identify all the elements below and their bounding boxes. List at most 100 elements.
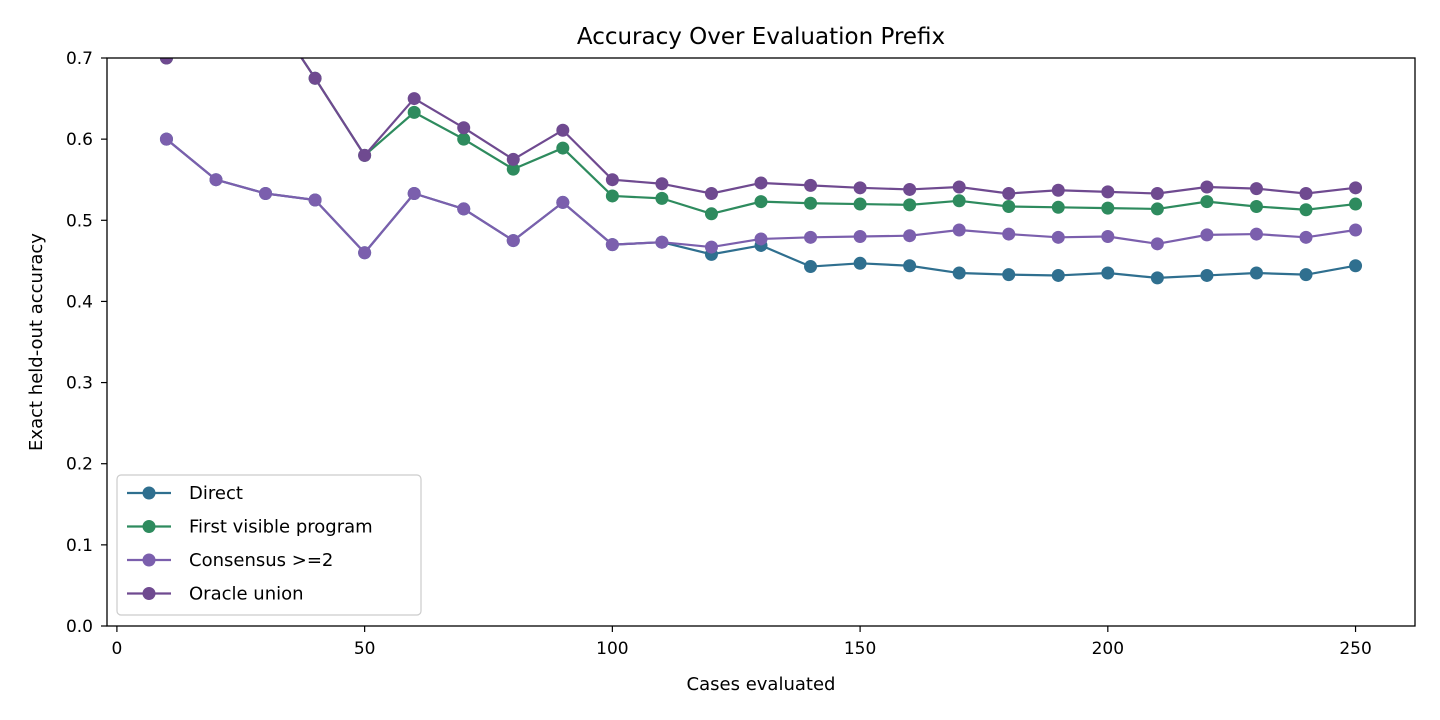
data-point (605, 238, 619, 252)
data-point (259, 187, 273, 201)
y-tick-label: 0.5 (66, 211, 93, 231)
data-point (1150, 187, 1164, 201)
data-point (605, 173, 619, 187)
y-tick-label: 0.1 (66, 536, 93, 556)
data-point (407, 92, 421, 106)
x-tick-label: 50 (354, 639, 376, 659)
data-point (853, 181, 867, 195)
legend-box (116, 474, 422, 616)
data-point (1002, 268, 1016, 282)
data-point (1200, 180, 1214, 194)
series-oracle-union (159, 0, 1363, 201)
data-point (952, 223, 966, 237)
data-point (754, 232, 768, 246)
data-point (655, 235, 669, 249)
legend-item: Direct (127, 483, 243, 504)
data-point (259, 0, 272, 10)
data-point (1299, 230, 1313, 244)
data-point (457, 121, 471, 135)
series-line-direct (165, 138, 1356, 279)
data-point (853, 256, 867, 270)
data-point (1051, 183, 1065, 197)
data-point (754, 195, 768, 209)
x-axis-title: Cases evaluated (687, 674, 836, 695)
data-point (1299, 187, 1313, 201)
data-point (952, 194, 966, 208)
data-point (1101, 201, 1115, 215)
x-tick-label: 100 (596, 639, 628, 659)
data-point (754, 176, 768, 190)
legend-item: First visible program (127, 517, 373, 538)
x-tick-label: 200 (1092, 639, 1124, 659)
data-point (1002, 227, 1016, 241)
data-point (1349, 181, 1363, 195)
data-point (556, 141, 570, 155)
data-point (556, 123, 570, 137)
data-point (952, 180, 966, 194)
series-consensus-2 (159, 132, 1363, 260)
data-point (1349, 197, 1363, 211)
data-point (1249, 227, 1263, 241)
data-point (1200, 228, 1214, 242)
legend-label: Consensus >=2 (189, 550, 333, 571)
data-point (1051, 230, 1065, 244)
x-tick-label: 150 (844, 639, 876, 659)
legend-item: Oracle union (127, 584, 304, 605)
data-point (506, 162, 520, 176)
data-point (853, 230, 867, 244)
data-point (704, 207, 718, 221)
data-point (556, 195, 570, 209)
data-point (457, 202, 471, 216)
y-tick-label: 0.4 (66, 292, 93, 312)
data-point (457, 132, 471, 146)
legend-marker (142, 587, 156, 600)
data-point (308, 71, 322, 85)
y-tick-label: 0.3 (66, 374, 93, 394)
data-point (655, 177, 669, 191)
data-point (1200, 268, 1214, 282)
data-point (1150, 271, 1164, 285)
series-layer (159, 0, 1363, 285)
data-point (308, 193, 322, 207)
data-point (1249, 199, 1263, 213)
y-tick-label: 0.0 (66, 617, 93, 637)
data-point (1051, 268, 1065, 282)
y-tick-label: 0.2 (66, 455, 93, 475)
data-point (1249, 182, 1263, 196)
y-axis-title: Exact held-out accuracy (26, 233, 47, 451)
legend-label: Direct (189, 483, 243, 504)
series-direct (159, 132, 1363, 285)
data-point (1101, 230, 1115, 244)
data-point (804, 260, 818, 274)
legend-marker (142, 553, 156, 567)
data-point (605, 189, 619, 203)
data-point (655, 191, 669, 205)
chart-title: Accuracy Over Evaluation Prefix (577, 24, 945, 50)
plot-frame (106, 57, 1416, 627)
data-point (952, 266, 966, 280)
data-point (1101, 185, 1115, 199)
data-point (903, 198, 917, 212)
data-point (903, 259, 917, 273)
data-point (407, 105, 421, 119)
legend-marker (142, 520, 156, 533)
data-point (704, 240, 718, 254)
data-point (853, 197, 867, 211)
data-point (209, 173, 223, 187)
legend-label: Oracle union (189, 584, 304, 605)
data-point (1249, 266, 1263, 280)
legend-label: First visible program (189, 517, 373, 538)
legend: Direct First visible program Consensus >=2… (116, 474, 422, 616)
data-point (506, 152, 520, 166)
data-point (1349, 223, 1363, 237)
y-tick-label: 0.6 (66, 130, 93, 150)
data-point (1101, 266, 1115, 280)
x-axis: 0 50 100 150 200 250 (111, 626, 1372, 659)
data-point (358, 148, 372, 162)
data-point (1002, 199, 1016, 213)
data-point (159, 132, 173, 146)
data-point (704, 187, 718, 201)
data-point (1299, 203, 1313, 217)
data-point (1150, 202, 1164, 216)
